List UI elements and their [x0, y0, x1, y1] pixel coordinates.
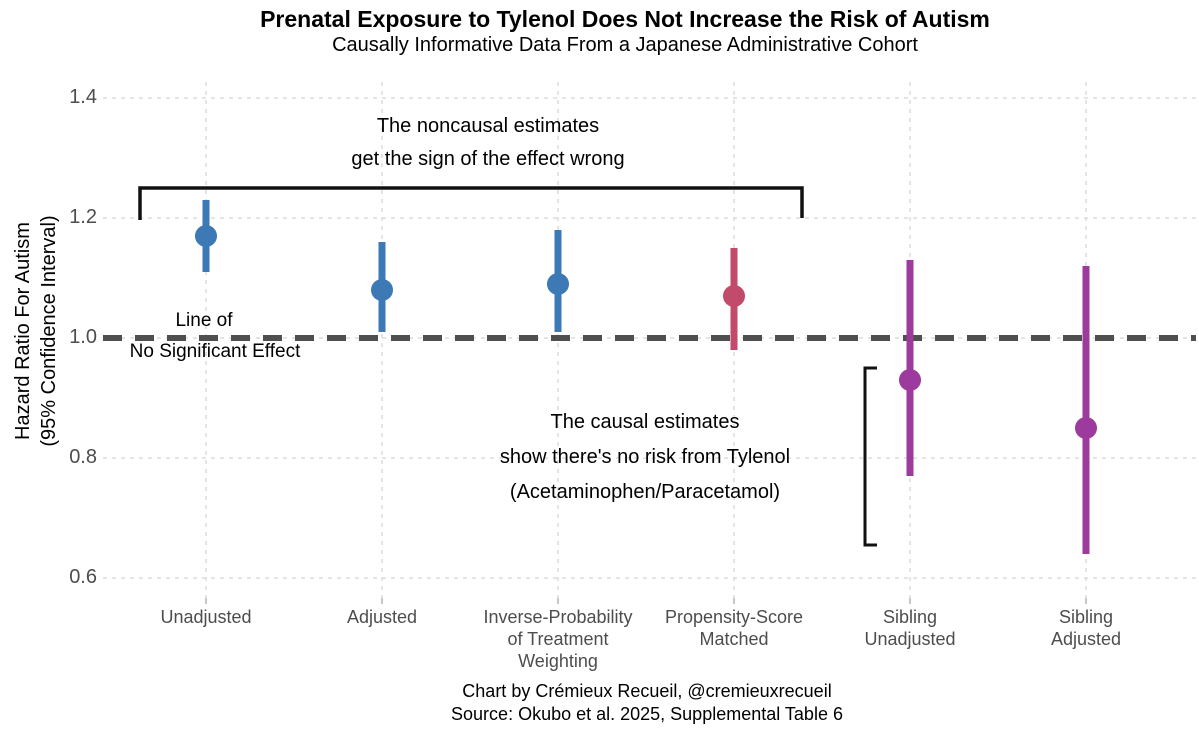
causal-bracket	[863, 366, 877, 547]
noncausal-bracket	[138, 186, 804, 220]
annotation-noncausal-line2: get the sign of the effect wrong	[351, 148, 625, 170]
x-category-label-line: Propensity-Score	[664, 607, 804, 627]
caption-line1: Chart by Crémieux Recueil, @cremieuxrecu…	[462, 681, 832, 701]
estimate-dot	[195, 225, 217, 247]
x-category-label: Propensity-Score Matched	[624, 606, 844, 650]
x-category-label: Inverse-Probability of Treatment Weighting	[448, 606, 668, 672]
reference-line-label-bottom: No Significant Effect	[129, 341, 301, 362]
x-category-label-line: Sibling	[1058, 607, 1114, 627]
estimate-dot	[1075, 417, 1097, 439]
reference-line-label-top: Line of	[175, 310, 233, 331]
y-tick-label: 0.8	[69, 446, 97, 468]
annotation-noncausal-line1: The noncausal estimates	[376, 115, 600, 137]
x-category-label-line: Sibling	[882, 607, 938, 627]
annotation-causal-line1: The causal estimates	[550, 411, 740, 433]
x-category-label-line: Matched	[699, 629, 769, 649]
x-category-label: Sibling Adjusted	[976, 606, 1196, 650]
x-category-label-line: Adjusted	[346, 607, 418, 627]
y-tick-label: 0.6	[69, 566, 97, 588]
annotation-causal-line3: (Acetaminophen/Paracetamol)	[509, 481, 781, 503]
x-category-label-line: Adjusted	[1050, 629, 1122, 649]
y-axis-title-line1: Hazard Ratio For Autism	[12, 222, 34, 440]
estimate-dot	[371, 279, 393, 301]
chart-title: Prenatal Exposure to Tylenol Does Not In…	[260, 6, 990, 32]
caption-line2: Source: Okubo et al. 2025, Supplemental …	[451, 704, 843, 724]
estimate-dot	[547, 273, 569, 295]
x-category-label-line: Weighting	[518, 651, 598, 671]
estimate-dot	[899, 369, 921, 391]
x-category-label-line: Inverse-Probability	[483, 607, 633, 627]
y-tick-label: 1.0	[69, 326, 97, 348]
x-category-label-line: Unadjusted	[864, 629, 956, 649]
annotation-causal-line2: show there's no risk from Tylenol	[499, 446, 791, 468]
x-category-label-line: Unadjusted	[160, 607, 252, 627]
y-tick-label: 1.4	[69, 86, 97, 108]
x-category-label: Adjusted	[272, 606, 492, 628]
y-tick-label: 1.2	[69, 206, 97, 228]
caption: Chart by Crémieux Recueil, @cremieuxrecu…	[397, 680, 897, 726]
x-category-label-line: of Treatment	[507, 629, 609, 649]
annotation-noncausal: The noncausal estimates get the sign of …	[258, 110, 718, 176]
chart-subtitle: Causally Informative Data From a Japanes…	[332, 34, 918, 56]
x-category-label: Sibling Unadjusted	[800, 606, 1020, 650]
annotation-causal: The causal estimates show there's no ris…	[413, 405, 877, 510]
estimate-dot	[723, 285, 745, 307]
x-category-label: Unadjusted	[96, 606, 316, 628]
